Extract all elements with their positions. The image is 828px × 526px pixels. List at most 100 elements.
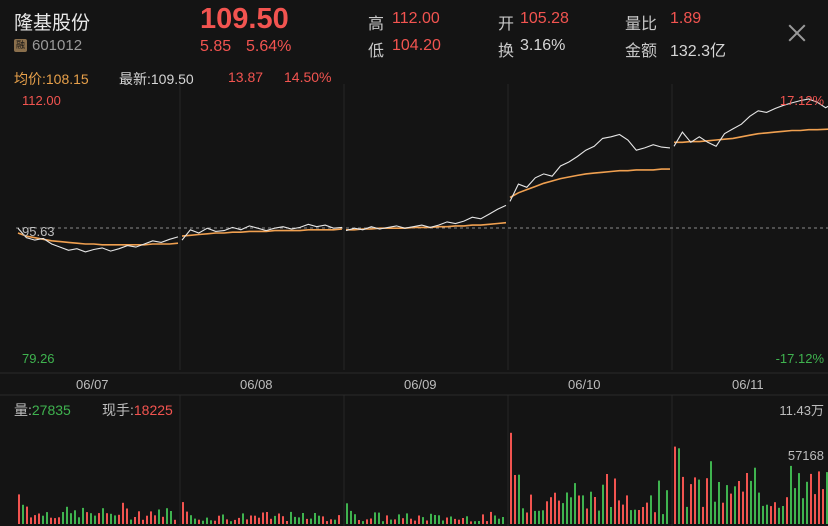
price-lines (17, 98, 828, 253)
volume-bar (222, 514, 224, 524)
latest-price-indicator: 最新:109.50 (119, 69, 194, 89)
average-price-lines (17, 128, 828, 246)
volume-bar (50, 517, 52, 524)
volume-bar (550, 497, 552, 524)
volume-bar (82, 507, 84, 524)
volume-bar (746, 473, 748, 524)
latest-change-percent: 14.50% (284, 69, 332, 85)
price-line-day-4 (509, 133, 671, 202)
volume-bar (114, 515, 116, 524)
volume-bar (78, 517, 80, 524)
volume-bar (626, 495, 628, 524)
volume-bar (634, 509, 636, 524)
volume-bar (318, 515, 320, 524)
y-tick-reference: 95.63 (22, 224, 55, 239)
volume-bar (26, 506, 28, 524)
current-hand-value: 18225 (133, 402, 173, 418)
volume-bar (62, 512, 64, 524)
volume-bar (694, 477, 696, 524)
current-price: 109.50 (200, 3, 289, 35)
volume-bar (94, 515, 96, 524)
price-line-day-1 (17, 227, 179, 253)
volume-bar (558, 500, 560, 524)
x-tick-day-5: 06/11 (732, 377, 764, 392)
volume-bar (762, 505, 764, 524)
average-line-day-4 (509, 168, 670, 199)
volume-bar (482, 514, 484, 524)
volume-bar (194, 518, 196, 524)
volume-bar (570, 497, 572, 524)
volume-bar (618, 500, 620, 524)
volume-bar (138, 511, 140, 524)
volume-value: 27835 (31, 402, 71, 418)
volume-bar (666, 490, 668, 524)
volume-bar (498, 518, 500, 524)
volume-bar (254, 515, 256, 524)
volume-bar (330, 519, 332, 524)
current-hand-label: 现手: (102, 402, 134, 418)
volume-bar (810, 473, 812, 524)
volume-bar (18, 494, 20, 524)
volume-bar (530, 494, 532, 524)
volume-bar (206, 517, 208, 524)
volume-bar (738, 481, 740, 524)
volume-bar (590, 491, 592, 524)
volume-tick-max: 11.43万 (779, 403, 824, 418)
volume-bar (522, 508, 524, 524)
average-line-day-2 (181, 228, 343, 237)
volume-bar (758, 492, 760, 524)
volume-bar (134, 517, 136, 524)
volume-bar (726, 485, 728, 524)
volume-bar (818, 471, 820, 524)
volume-bar (358, 520, 360, 524)
volume-bar (394, 519, 396, 524)
volume-bar (742, 491, 744, 524)
volume-bar (526, 512, 528, 524)
volume-bar (218, 515, 220, 524)
volume-bar (182, 502, 184, 524)
volume-bar (338, 515, 340, 524)
volume-bar (682, 476, 684, 524)
volume-bar (326, 521, 328, 524)
volume-bar (270, 518, 272, 524)
volume-bar (542, 510, 544, 524)
volume-bar (702, 506, 704, 524)
volume-bar (246, 519, 248, 524)
volume-ratio-value: 1.89 (670, 10, 702, 27)
volume-bar (298, 517, 300, 524)
volume-bar (514, 475, 516, 524)
volume-bar (614, 478, 616, 524)
volume-bar (798, 473, 800, 524)
volume-bar (438, 515, 440, 524)
volume-bar (198, 519, 200, 524)
volume-bar (290, 511, 292, 524)
volume-bar (790, 465, 792, 524)
avg-price-indicator: 均价:108.15 (14, 69, 89, 89)
volume-bar (166, 508, 168, 524)
volume-bar (534, 510, 536, 524)
volume-bar (130, 519, 132, 524)
volume-bar (366, 519, 368, 524)
volume-bar (778, 507, 780, 524)
volume-bar (142, 519, 144, 524)
volume-ratio-label: 量比 (625, 16, 658, 33)
price-line-day-3 (345, 204, 507, 232)
volume-bar (730, 493, 732, 524)
volume-bar (502, 517, 504, 524)
volume-bar (646, 502, 648, 524)
volume-bar (650, 495, 652, 524)
volume-bar (278, 513, 280, 524)
volume-bar (58, 517, 60, 524)
volume-bar (454, 518, 456, 524)
volume-bar (174, 519, 176, 524)
volume-bar (266, 512, 268, 524)
volume-bar (586, 508, 588, 524)
stock-name: 隆基股份 (14, 13, 91, 34)
volume-bar (714, 501, 716, 524)
volume-bar (458, 519, 460, 524)
volume-bar (186, 511, 188, 524)
volume-bar (826, 472, 828, 524)
volume-bar (814, 494, 816, 524)
turnover-value: 3.16% (520, 37, 566, 54)
volume-bar (234, 519, 236, 524)
